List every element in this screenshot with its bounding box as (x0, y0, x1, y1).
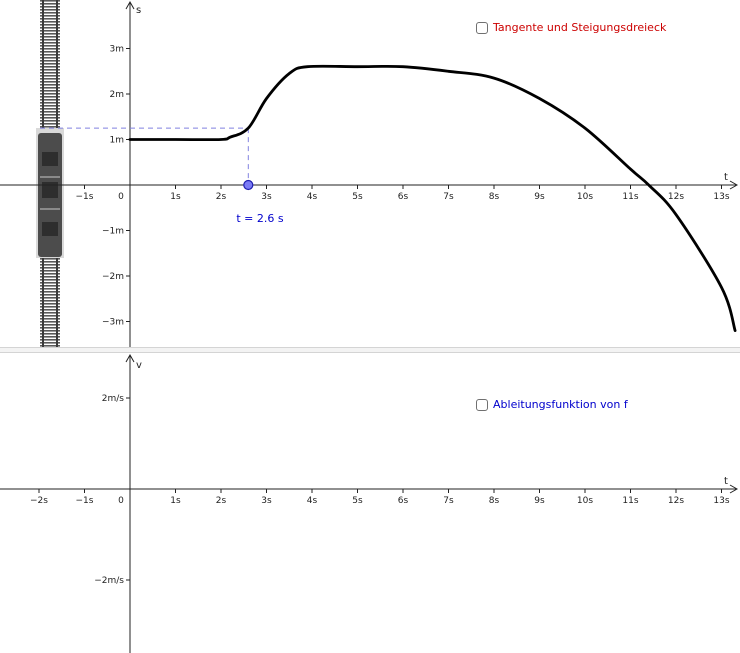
v-tick-label: 2m/s (102, 394, 125, 404)
derivative-checkbox-label[interactable]: Ableitungsfunktion von f (493, 398, 628, 411)
vt-tick-label: 8s (489, 496, 500, 506)
tangent-checkbox-box[interactable] (476, 21, 488, 34)
t-axis-title: t (724, 172, 728, 183)
velocity-graph-axes (0, 353, 739, 653)
position-graph-canvas[interactable]: t s −1s 0 1s 2s 3s 4s 5s 6s 7s 8s 9s 10s 11s 12s 13s 3m 2m… (0, 0, 740, 347)
t-tick-label: 9s (534, 192, 545, 202)
vt-tick-label: 3s (261, 496, 272, 506)
position-graph-axes (0, 0, 739, 347)
t-tick-label: 13s (713, 192, 729, 202)
t-tick-label: 2s (216, 192, 227, 202)
position-curve (128, 64, 737, 332)
position-graph-panel[interactable]: t s −1s 0 1s 2s 3s 4s 5s 6s 7s 8s 9s 10s 11s 12s 13s 3m 2m… (0, 0, 740, 347)
derivative-checkbox-box[interactable] (476, 398, 488, 411)
tangent-checkbox-label[interactable]: Tangente und Steigungsdreieck (493, 21, 667, 34)
t-tick-label: 4s (307, 192, 318, 202)
train-on-track-icon (36, 0, 64, 347)
s-tick-label: −1m (102, 227, 124, 237)
t-tick-label: 10s (577, 192, 593, 202)
s-axis-arrow (125, 0, 135, 10)
vt-tick-label: 0 (118, 496, 124, 506)
t-axis-arrow (729, 180, 739, 190)
v-axis-title: v (136, 360, 142, 371)
t-tick-label: 12s (668, 192, 684, 202)
velocity-graph-tick-labels: t v −2s −1s 0 1s 2s 3s 4s 5s 6s 7s 8s 9s 10s 11s 12s 13s 2… (30, 360, 730, 586)
t-tick-label: 7s (443, 192, 454, 202)
derivative-checkbox[interactable]: Ableitungsfunktion von f (476, 398, 628, 411)
vt-tick-label: 6s (398, 496, 409, 506)
vt-tick-label: 5s (352, 496, 363, 506)
t-tick-label: 0 (118, 192, 124, 202)
point-guide-lines (40, 127, 249, 185)
vt-tick-label: 2s (216, 496, 227, 506)
t-tick-label: −1s (76, 192, 94, 202)
t-tick-label: 8s (489, 192, 500, 202)
velocity-graph-panel[interactable]: t v −2s −1s 0 1s 2s 3s 4s 5s 6s 7s 8s 9s 10s 11s 12s 13s 2… (0, 353, 740, 653)
v-tick-label: −2m/s (94, 576, 124, 586)
vt-tick-label: −2s (30, 496, 48, 506)
t-tick-label: 3s (261, 192, 272, 202)
vt-axis-title: t (724, 476, 728, 487)
vt-tick-label: 4s (307, 496, 318, 506)
vt-axis-arrow (729, 484, 739, 494)
position-graph-tick-labels: t s −1s 0 1s 2s 3s 4s 5s 6s 7s 8s 9s 10s 11s 12s 13s 3m 2m… (76, 5, 730, 328)
s-tick-label: 1m (110, 136, 125, 146)
vt-tick-label: 12s (668, 496, 684, 506)
vt-tick-label: 10s (577, 496, 593, 506)
t-tick-label: 11s (622, 192, 638, 202)
vt-tick-label: 11s (622, 496, 638, 506)
vt-tick-label: 13s (713, 496, 729, 506)
s-axis-title: s (136, 5, 141, 16)
velocity-graph-canvas[interactable]: t v −2s −1s 0 1s 2s 3s 4s 5s 6s 7s 8s 9s 10s 11s 12s 13s 2… (0, 353, 740, 653)
panel-divider[interactable] (0, 347, 740, 353)
s-tick-label: −3m (102, 318, 124, 328)
time-slider-point[interactable] (243, 179, 254, 191)
s-tick-label: 2m (110, 90, 125, 100)
s-tick-label: −2m (102, 272, 124, 282)
s-tick-label: 3m (110, 45, 125, 55)
vt-tick-label: −1s (76, 496, 94, 506)
tangent-checkbox[interactable]: Tangente und Steigungsdreieck (476, 21, 666, 34)
t-value-label: t = 2.6 s (236, 212, 284, 225)
v-axis-arrow (125, 353, 135, 363)
t-tick-label: 1s (170, 192, 181, 202)
vt-tick-label: 7s (443, 496, 454, 506)
t-tick-label: 6s (398, 192, 409, 202)
vt-tick-label: 9s (534, 496, 545, 506)
t-tick-label: 5s (352, 192, 363, 202)
vt-tick-label: 1s (170, 496, 181, 506)
